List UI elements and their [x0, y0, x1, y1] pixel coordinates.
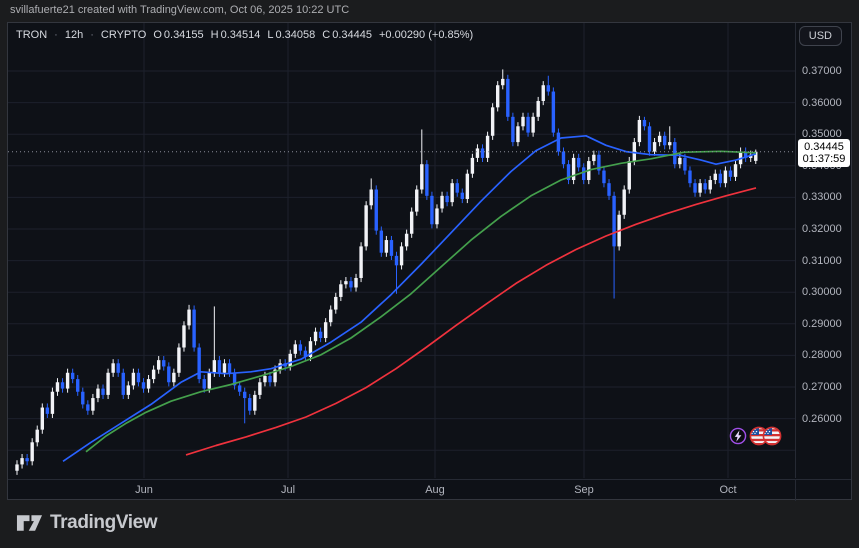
time-tick-label: Jul: [280, 484, 296, 496]
tradingview-logo[interactable]: TradingView: [16, 511, 158, 535]
attribution-bar: svillafuerte21 created with TradingView.…: [0, 0, 859, 22]
legend-separator: ·: [54, 29, 58, 41]
price-tick-label: 0.26000: [802, 412, 842, 425]
price-tick-label: 0.36000: [802, 96, 842, 109]
us-flag-badge-icon: [762, 426, 782, 446]
low-value: L 0.34058: [267, 29, 316, 41]
last-price-value: 0.34445: [804, 140, 844, 153]
price-tick-label: 0.37000: [802, 65, 842, 77]
price-tick-label: 0.28000: [802, 349, 842, 362]
scale-corner-divider: [795, 480, 796, 501]
symbol-label[interactable]: TRON: [16, 29, 48, 41]
price-scale[interactable]: 0.26000 0.27000 0.28000 0.29000 0.30000 0.310…: [796, 23, 853, 478]
price-tick-label: 0.33000: [802, 191, 842, 204]
time-tick-label: Aug: [425, 484, 445, 496]
reaction-badges: [729, 426, 782, 446]
close-value: C 0.34445: [322, 29, 372, 41]
tradingview-mark-icon: [16, 515, 43, 531]
change-value: +0.00290 (+0.85%): [378, 29, 474, 41]
interval-label[interactable]: 12h: [64, 29, 84, 41]
currency-toggle-button[interactable]: USD: [798, 26, 842, 46]
price-tick-label: 0.29000: [802, 317, 842, 330]
time-scale[interactable]: Jun Jul Aug Sep Oct: [8, 479, 851, 501]
bar-countdown: 01:37:59: [802, 152, 846, 165]
price-chart-canvas[interactable]: [8, 23, 795, 478]
last-price-label: 0.34445 01:37:59: [798, 138, 850, 167]
price-tick-label: 0.31000: [802, 254, 842, 267]
price-tick-label: 0.35000: [802, 128, 842, 141]
time-tick-label: Oct: [719, 484, 737, 496]
tradingview-wordmark: TradingView: [50, 512, 158, 533]
attribution-text: svillafuerte21 created with TradingView.…: [10, 4, 350, 16]
legend-separator: ·: [90, 29, 94, 41]
high-value: H 0.34514: [210, 29, 261, 41]
price-tick-label: 0.32000: [802, 223, 842, 235]
price-tick-label: 0.30000: [802, 286, 842, 299]
market-type-label: CRYPTO: [100, 29, 147, 41]
brand-bar: TradingView: [0, 500, 859, 548]
time-tick-label: Jun: [135, 484, 153, 496]
price-tick-label: 0.27000: [802, 381, 842, 393]
open-value: O 0.34155: [153, 29, 204, 41]
time-tick-label: Sep: [574, 484, 594, 496]
lightning-badge-icon: [729, 427, 747, 445]
us-flag-badge-icon: [749, 426, 769, 446]
